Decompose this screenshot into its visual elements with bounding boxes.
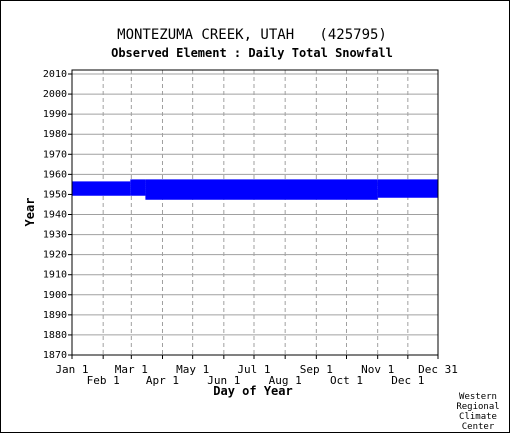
x-tick-label: May 1 (176, 363, 209, 376)
observation-mark (145, 179, 378, 182)
observation-mark (72, 187, 131, 190)
x-tick-label: Nov 1 (361, 363, 394, 376)
observation-mark (72, 183, 131, 186)
plot-area-border (71, 69, 439, 356)
observation-mark (72, 185, 131, 188)
y-tick-label: 1870 (43, 350, 67, 361)
y-tick-label: 1960 (43, 169, 67, 180)
x-tick-label: Jul 1 (237, 363, 270, 376)
y-tick-label: 1920 (43, 250, 67, 261)
observation-mark (130, 189, 146, 192)
observation-mark (72, 189, 131, 192)
observation-mark (377, 189, 438, 192)
observation-mark (130, 187, 146, 190)
observation-mark (377, 187, 438, 190)
observation-mark (145, 181, 378, 184)
x-tick-label: Feb 1 (87, 374, 120, 387)
x-tick-label: Oct 1 (330, 374, 363, 387)
observation-mark (130, 183, 146, 186)
observation-mark (377, 195, 438, 198)
observation-mark (145, 191, 378, 194)
x-axis-ticks: Jan 1 Mar 1 May 1 Jul 1 Sep 1 Nov 1 Dec 31 Feb … (55, 355, 458, 387)
observation-mark (145, 185, 378, 188)
x-tick-label: Apr 1 (146, 374, 179, 387)
y-tick-label: 1940 (43, 210, 67, 221)
credit-line-3: Climate (459, 412, 497, 422)
x-tick-label: Sep 1 (300, 363, 333, 376)
y-tick-label: 1900 (43, 290, 67, 301)
observation-mark (72, 191, 131, 194)
observation-mark (130, 179, 146, 182)
chart-subtitle: Observed Element : Daily Total Snowfall (111, 46, 393, 60)
credit-line-4: Center (462, 422, 495, 432)
x-tick-label: Mar 1 (115, 363, 148, 376)
wrcc-credit: Western Regional Climate Center (456, 392, 499, 432)
observation-mark (130, 191, 146, 194)
observation-mark (130, 193, 146, 196)
x-tick-label: Jun 1 (207, 374, 240, 387)
y-tick-label: 1950 (43, 189, 67, 200)
observation-mark (377, 179, 438, 182)
observation-mark (377, 185, 438, 188)
observation-mark (377, 193, 438, 196)
observation-mark (145, 195, 378, 198)
observation-mark (145, 193, 378, 196)
x-tick-label: Jan 1 (55, 363, 88, 376)
credit-line-1: Western (459, 392, 497, 402)
observation-mark (72, 193, 131, 196)
observation-mark (377, 183, 438, 186)
observation-mark (130, 181, 146, 184)
y-tick-label: 1910 (43, 270, 67, 281)
x-tick-label: Aug 1 (269, 374, 302, 387)
observation-mark (145, 197, 378, 200)
x-tick-label: Dec 1 (391, 374, 424, 387)
grid-lines (72, 70, 438, 356)
chart-title: MONTEZUMA CREEK, UTAH (425795) (117, 27, 387, 43)
observation-mark (145, 189, 378, 192)
observation-mark (130, 185, 146, 188)
data-marks (72, 179, 438, 200)
observation-mark (377, 181, 438, 184)
x-tick-label: Dec 31 (418, 363, 458, 376)
x-axis-label: Day of Year (213, 384, 292, 398)
y-tick-label: 1890 (43, 310, 67, 321)
y-tick-label: 1880 (43, 330, 67, 341)
y-axis-label: Year (23, 198, 37, 227)
observation-mark (145, 187, 378, 190)
observation-mark (377, 191, 438, 194)
y-tick-label: 1930 (43, 230, 67, 241)
credit-line-2: Regional (456, 402, 499, 412)
observation-mark (72, 181, 131, 184)
y-tick-label: 1970 (43, 149, 67, 160)
y-tick-label: 2010 (43, 69, 67, 80)
y-tick-label: 1980 (43, 129, 67, 140)
observation-mark (145, 183, 378, 186)
y-axis-ticks: 1870 1880 1890 1900 1910 1920 1930 1940 1950 1960… (43, 69, 72, 361)
y-tick-label: 2000 (43, 89, 67, 100)
y-tick-label: 1990 (43, 109, 67, 120)
